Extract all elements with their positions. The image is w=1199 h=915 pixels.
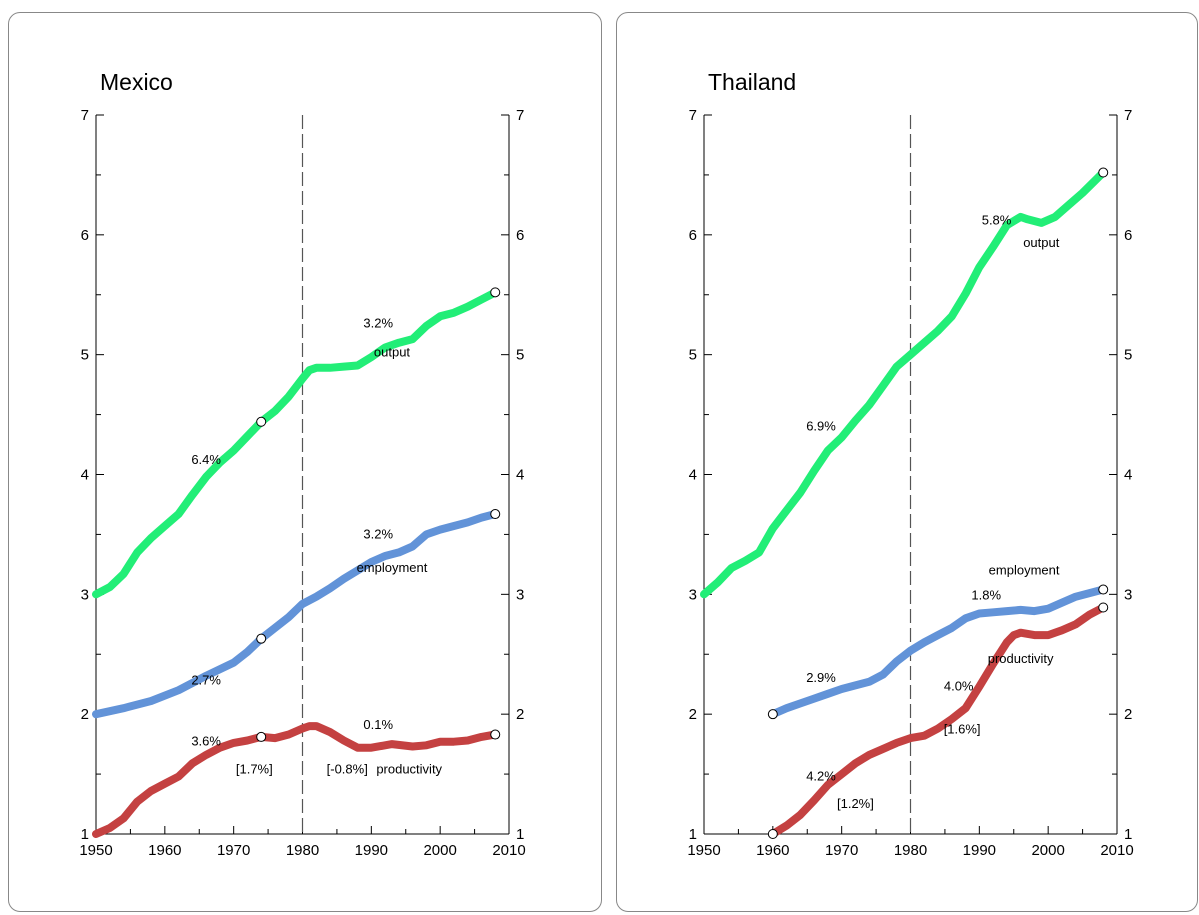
annotation-label: [1.2%] <box>837 796 874 811</box>
x-tick-label: 1970 <box>825 842 858 859</box>
series-line-output <box>92 288 500 599</box>
annotation-label: 0.1% <box>363 717 393 732</box>
chart-svg: 1 1 2 2 3 3 4 4 5 5 6 6 7 7 1950 1960 1970 1980 1990 2000 20… <box>79 107 525 859</box>
y-tick-label: 2 <box>81 706 89 723</box>
annotation-label: 5.8% <box>982 212 1012 227</box>
series-line-output <box>700 168 1108 599</box>
y-tick-label: 6 <box>1124 227 1132 244</box>
y-tick-label: 4 <box>689 467 697 484</box>
annotation-label: 6.9% <box>806 419 836 434</box>
data-point-productivity <box>767 829 778 839</box>
data-point-output <box>490 287 501 298</box>
x-tick-label: 1980 <box>286 842 319 859</box>
x-tick-label: 1990 <box>963 842 996 859</box>
x-tick-label: 1950 <box>687 842 720 859</box>
x-tick-label: 1960 <box>148 842 181 859</box>
y-tick-label: 4 <box>1124 467 1132 484</box>
annotation-label: 1.8% <box>971 588 1001 603</box>
annotation-label: 4.0% <box>944 679 974 694</box>
data-point-productivity <box>256 731 267 742</box>
y-tick-label: 5 <box>1124 347 1132 364</box>
data-point-productivity <box>1098 602 1109 613</box>
annotation-label: output <box>1023 235 1060 250</box>
annotation-label: 2.7% <box>191 673 221 688</box>
annotation-label: 3.6% <box>191 734 221 749</box>
y-tick-label: 4 <box>516 467 524 484</box>
data-point-output <box>1098 167 1109 178</box>
series-line-employment <box>92 510 500 719</box>
data-point-employment <box>1098 584 1109 595</box>
chart-title: Mexico <box>100 69 173 95</box>
y-tick-label: 7 <box>516 107 524 124</box>
y-tick-label: 1 <box>1124 826 1132 843</box>
y-tick-label: 7 <box>1124 107 1132 124</box>
annotation-label: 3.2% <box>363 316 393 331</box>
annotation-label: productivity <box>376 761 442 776</box>
annotation-label: output <box>374 344 411 359</box>
y-tick-label: 5 <box>516 347 524 364</box>
x-tick-label: 1970 <box>217 842 250 859</box>
annotation-label: [-0.8%] <box>327 761 368 776</box>
x-tick-label: 1980 <box>894 842 927 859</box>
annotation-label: 4.2% <box>806 768 836 783</box>
y-tick-label: 2 <box>516 706 524 723</box>
x-tick-label: 2000 <box>1031 842 1064 859</box>
y-tick-label: 3 <box>516 586 524 603</box>
y-tick-label: 3 <box>1124 586 1132 603</box>
annotation-label: 3.2% <box>363 526 393 541</box>
y-tick-label: 6 <box>689 227 697 244</box>
x-tick-label: 1960 <box>756 842 789 859</box>
y-tick-label: 3 <box>689 586 697 603</box>
y-tick-label: 6 <box>516 227 524 244</box>
y-tick-label: 5 <box>689 347 697 364</box>
y-tick-label: 1 <box>689 826 697 843</box>
annotation-label: [1.7%] <box>236 761 273 776</box>
y-tick-label: 2 <box>1124 706 1132 723</box>
chart-panel-mexico: Mexico 1 1 2 2 3 3 4 4 5 5 6 6 7 7 1950 1960 1970 1980 199… <box>8 12 602 912</box>
y-tick-label: 1 <box>516 826 524 843</box>
chart-title: Thailand <box>708 69 797 95</box>
series-line-productivity <box>92 722 500 838</box>
y-tick-label: 6 <box>81 227 89 244</box>
chart-svg: 1 1 2 2 3 3 4 4 5 5 6 6 7 7 1950 1960 1970 1980 1990 2000 20… <box>687 107 1133 859</box>
y-tick-label: 7 <box>81 107 89 124</box>
data-point-output <box>256 416 267 427</box>
y-tick-label: 7 <box>689 107 697 124</box>
x-tick-label: 2010 <box>492 842 525 859</box>
annotation-label: [1.6%] <box>944 722 981 737</box>
annotation-label: productivity <box>988 651 1054 666</box>
data-point-employment <box>767 709 778 720</box>
y-tick-label: 5 <box>81 347 89 364</box>
annotation-label: employment <box>357 560 428 575</box>
annotation-label: 2.9% <box>806 670 836 685</box>
series-line-employment <box>768 585 1108 719</box>
chart-panel-thailand: Thailand 1 1 2 2 3 3 4 4 5 5 6 6 7 7 1950 1960 1970 1980 1… <box>616 12 1198 912</box>
y-tick-label: 1 <box>81 826 89 843</box>
annotation-label: employment <box>989 562 1060 577</box>
x-tick-label: 2010 <box>1100 842 1133 859</box>
x-tick-label: 1990 <box>355 842 388 859</box>
x-tick-label: 1950 <box>79 842 112 859</box>
y-tick-label: 3 <box>81 586 89 603</box>
y-tick-label: 4 <box>81 467 89 484</box>
data-point-employment <box>256 633 267 644</box>
annotation-label: 6.4% <box>191 452 221 467</box>
data-point-employment <box>490 509 501 520</box>
series-line-productivity <box>768 603 1108 838</box>
data-point-productivity <box>490 729 501 740</box>
y-tick-label: 2 <box>689 706 697 723</box>
x-tick-label: 2000 <box>423 842 456 859</box>
